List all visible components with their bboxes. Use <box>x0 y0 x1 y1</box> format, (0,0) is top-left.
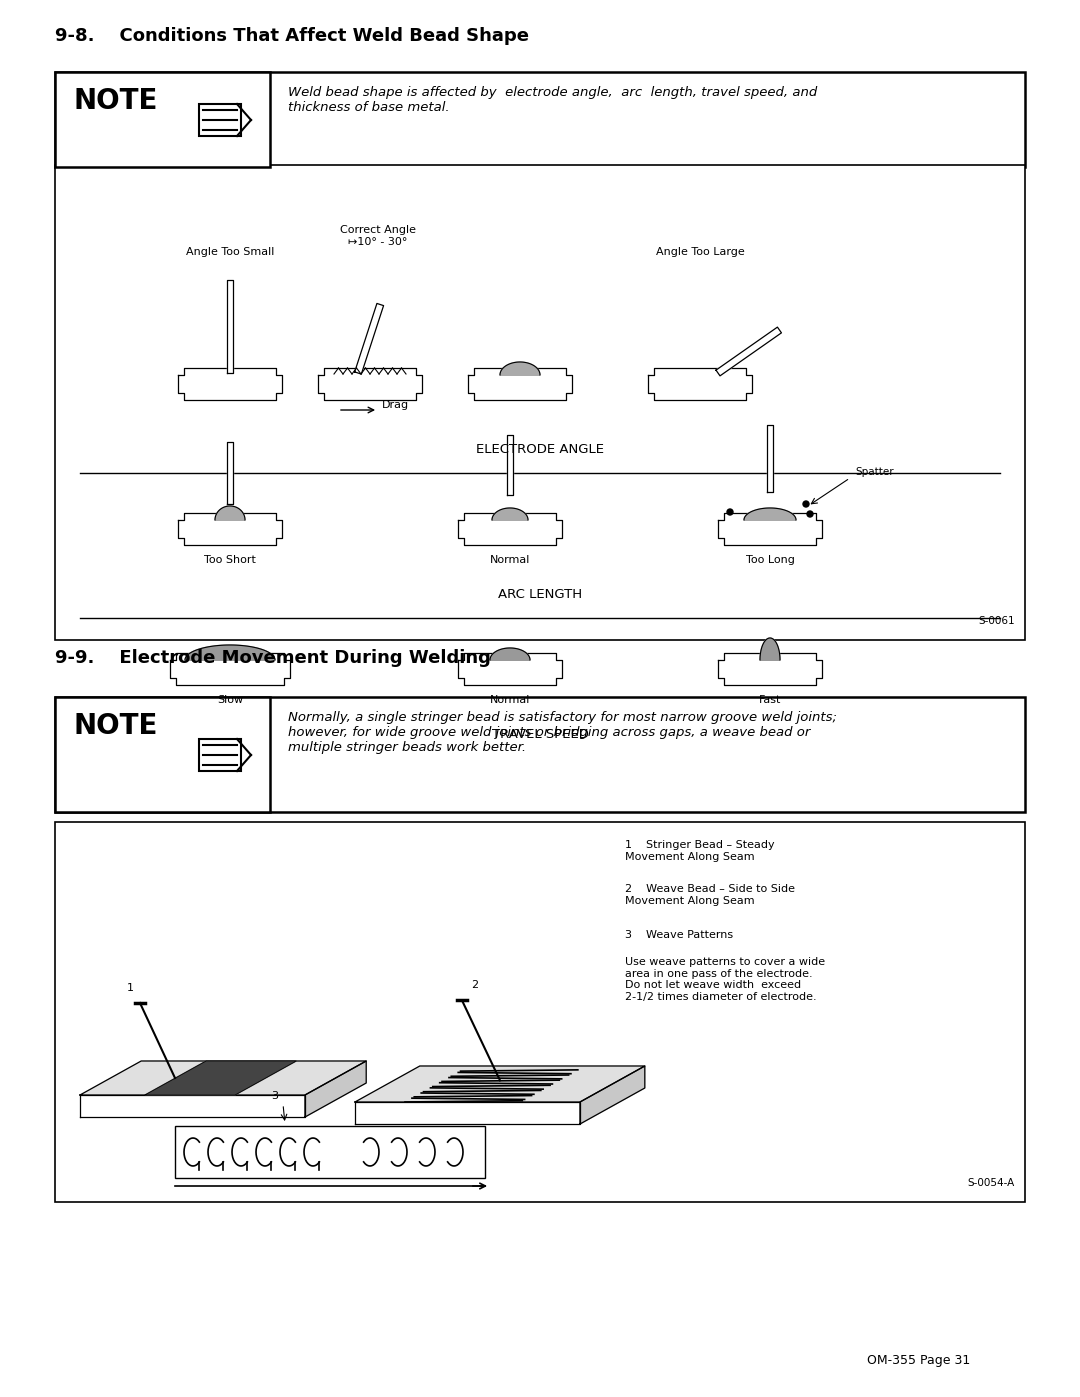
Polygon shape <box>507 434 513 495</box>
Polygon shape <box>458 652 562 685</box>
Polygon shape <box>145 1060 296 1095</box>
Bar <box>199 739 241 771</box>
Text: Normally, a single stringer bead is satisfactory for most narrow groove weld joi: Normally, a single stringer bead is sati… <box>288 711 837 754</box>
Polygon shape <box>458 513 562 545</box>
Polygon shape <box>716 327 782 376</box>
Bar <box>55 697 270 812</box>
Text: Too Long: Too Long <box>745 555 795 564</box>
Polygon shape <box>355 1066 645 1102</box>
Circle shape <box>804 502 809 507</box>
Text: ARC LENGTH: ARC LENGTH <box>498 588 582 601</box>
Text: TRAVEL SPEED: TRAVEL SPEED <box>491 728 589 740</box>
Polygon shape <box>580 1066 645 1125</box>
Text: 3: 3 <box>271 1091 279 1101</box>
Bar <box>55 73 1025 168</box>
Polygon shape <box>718 513 822 545</box>
Text: 9-9.    Electrode Movement During Welding: 9-9. Electrode Movement During Welding <box>55 650 491 666</box>
Polygon shape <box>227 441 233 504</box>
Polygon shape <box>767 425 773 492</box>
Circle shape <box>727 509 733 515</box>
Text: Angle Too Large: Angle Too Large <box>656 247 744 257</box>
Text: Slow: Slow <box>217 694 243 705</box>
Polygon shape <box>500 362 540 374</box>
Text: 3    Weave Patterns: 3 Weave Patterns <box>625 930 733 940</box>
Polygon shape <box>178 367 282 400</box>
Polygon shape <box>178 513 282 545</box>
Text: Drag: Drag <box>382 400 409 409</box>
Bar <box>55 697 1025 812</box>
Text: S-0054-A: S-0054-A <box>968 1178 1015 1187</box>
Polygon shape <box>215 506 245 520</box>
Text: Normal: Normal <box>490 555 530 564</box>
Text: NOTE: NOTE <box>73 712 158 740</box>
Polygon shape <box>718 652 822 685</box>
Text: 1    Stringer Bead – Steady
Movement Along Seam: 1 Stringer Bead – Steady Movement Along … <box>625 840 774 862</box>
Text: Spatter: Spatter <box>855 467 893 476</box>
Text: Normal: Normal <box>490 694 530 705</box>
Polygon shape <box>305 1060 366 1118</box>
Polygon shape <box>648 367 752 400</box>
Text: Too Short: Too Short <box>204 555 256 564</box>
Polygon shape <box>80 1095 305 1118</box>
Text: ELECTRODE ANGLE: ELECTRODE ANGLE <box>476 443 604 455</box>
Polygon shape <box>80 1060 366 1095</box>
Polygon shape <box>185 645 275 659</box>
Text: Angle Too Small: Angle Too Small <box>186 247 274 257</box>
Bar <box>55 821 1025 1201</box>
Polygon shape <box>318 367 422 400</box>
Text: Correct Angle: Correct Angle <box>340 225 416 235</box>
Text: ↦10° - 30°: ↦10° - 30° <box>349 237 407 247</box>
Text: S-0061: S-0061 <box>978 616 1015 626</box>
Text: 9-8.    Conditions That Affect Weld Bead Shape: 9-8. Conditions That Affect Weld Bead Sh… <box>55 27 529 45</box>
Text: NOTE: NOTE <box>73 87 158 115</box>
Polygon shape <box>744 509 796 520</box>
Polygon shape <box>492 509 528 520</box>
Text: Use weave patterns to cover a wide
area in one pass of the electrode.
Do not let: Use weave patterns to cover a wide area … <box>625 957 825 1002</box>
Text: 2    Weave Bead – Side to Side
Movement Along Seam: 2 Weave Bead – Side to Side Movement Alo… <box>625 884 795 905</box>
Bar <box>55 73 270 168</box>
Polygon shape <box>355 1102 580 1125</box>
Polygon shape <box>227 279 233 373</box>
Bar <box>55 165 1025 640</box>
Bar <box>199 103 241 136</box>
Polygon shape <box>468 367 572 400</box>
Polygon shape <box>490 648 530 659</box>
Text: Weld bead shape is affected by  electrode angle,  arc  length, travel speed, and: Weld bead shape is affected by electrode… <box>288 87 818 115</box>
Polygon shape <box>354 303 383 374</box>
Text: OM-355 Page 31: OM-355 Page 31 <box>867 1354 970 1368</box>
Polygon shape <box>760 638 780 659</box>
Text: Fast: Fast <box>759 694 781 705</box>
Circle shape <box>807 511 813 517</box>
Text: 1: 1 <box>126 983 134 993</box>
Text: 2: 2 <box>472 981 478 990</box>
Polygon shape <box>170 652 291 685</box>
Bar <box>175 1126 485 1178</box>
